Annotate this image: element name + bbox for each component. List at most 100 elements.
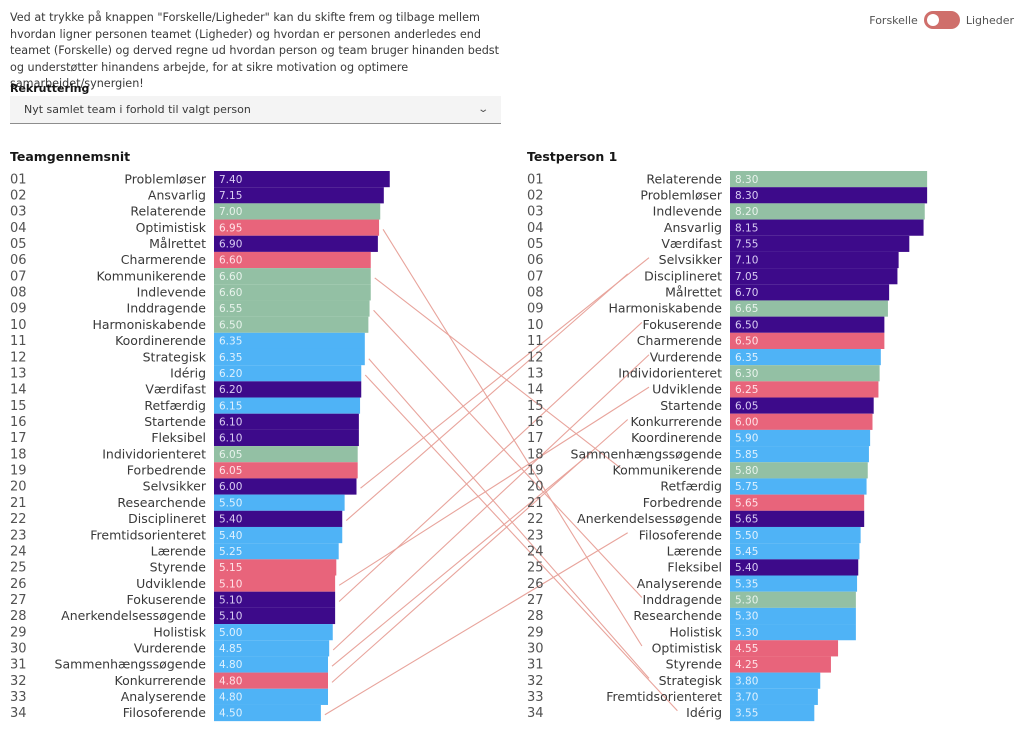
right-category-label: Researchende [633,608,722,623]
right-bar [730,624,856,641]
right-category-label: Optimistisk [652,641,723,656]
left-category-label: Harmoniskabende [92,317,206,332]
left-bar-value-label: 6.60 [219,255,242,267]
right-bar-value-label: 8.30 [735,190,758,202]
left-rank-number: 02 [10,188,27,203]
left-bar [214,591,336,608]
left-rank-number: 22 [10,512,27,527]
right-bar-value-label: 5.80 [735,465,758,477]
left-bar-value-label: 6.50 [219,319,242,331]
right-bar-value-label: 5.30 [735,594,758,606]
right-bar-value-label: 3.70 [735,692,758,704]
right-bar [730,284,890,301]
right-bar-value-label: 3.80 [735,675,758,687]
left-bar [214,526,343,544]
left-rank-number: 18 [10,447,27,462]
left-bar-value-label: 7.40 [219,174,242,186]
left-rank-number: 28 [10,609,27,624]
dropdown-label: Rekruttering [10,82,90,95]
left-rank-number: 16 [10,415,27,430]
left-bar-value-label: 5.25 [219,546,242,558]
left-bar-value-label: 6.90 [219,239,242,251]
left-bar [214,348,365,366]
connector-line [374,277,621,469]
right-bar-value-label: 6.05 [735,400,758,412]
left-category-label: Ansvarlig [148,187,206,202]
right-bar-value-label: 5.30 [735,611,758,623]
connector-line [331,419,629,683]
left-bar-value-label: 5.10 [219,578,242,590]
left-bar-value-label: 5.10 [219,594,242,606]
left-category-label: Forbedrende [127,463,207,478]
right-rank-number: 10 [527,318,544,333]
right-bar [730,591,856,608]
right-rank-number: 32 [527,674,544,689]
intro-text: Ved at trykke på knappen "Forskelle/Ligh… [10,11,500,90]
right-category-label: Individorienteret [618,365,722,380]
right-bar-value-label: 7.10 [735,255,758,267]
right-rank-number: 16 [527,415,544,430]
left-bar-value-label: 6.55 [219,303,242,315]
left-bar-value-label: 6.00 [219,481,242,493]
right-bar [730,704,815,722]
left-bar-value-label: 5.15 [219,562,242,574]
dropdown-selected-value: Nyt samlet team i forhold til valgt pers… [24,103,251,116]
rekruttering-dropdown[interactable]: Nyt samlet team i forhold til valgt pers… [10,96,501,124]
right-category-label: Kommunikerende [613,463,723,478]
right-chart-title: Testperson 1 [527,149,618,164]
left-category-label: Lærende [151,543,207,558]
connector-line [364,374,678,712]
left-bar-value-label: 6.05 [219,449,242,461]
left-bar [214,187,384,204]
left-rank-number: 14 [10,383,27,398]
right-bar [730,332,885,349]
forskelle-ligheder-toggle[interactable] [923,11,960,29]
left-category-label: Kommunikerende [97,268,207,283]
right-rank-number: 26 [527,577,544,592]
right-bar [730,559,859,576]
right-bar [730,494,865,511]
right-category-label: Charmerende [637,333,723,348]
left-bar [214,446,358,463]
left-bar [214,688,328,705]
right-category-label: Vurderende [650,349,723,364]
right-rank-number: 18 [527,447,544,462]
left-category-label: Værdifast [145,382,206,397]
left-rank-number: 24 [10,544,27,559]
left-bar [214,672,328,689]
right-bar-value-label: 6.35 [735,352,758,364]
right-category-label: Idérig [686,705,722,720]
right-rank-number: 33 [527,690,544,705]
left-bar-value-label: 6.05 [219,465,242,477]
right-rank-number: 21 [527,496,544,511]
right-bar [730,478,867,495]
right-bar-value-label: 5.50 [735,530,758,542]
left-category-label: Fleksibel [151,430,206,445]
left-category-label: Strategisk [143,349,207,364]
right-bar [730,510,865,527]
left-bar [214,284,371,301]
right-rank-number: 03 [527,205,544,220]
right-bar [730,348,881,366]
left-bar [214,171,390,188]
left-category-label: Holistisk [153,624,206,639]
right-bar-value-label: 6.25 [735,384,758,396]
left-bar-value-label: 5.40 [219,514,242,526]
right-bar [730,381,879,398]
left-category-label: Relaterende [130,204,206,219]
right-bar-value-label: 5.65 [735,514,758,526]
right-bar-value-label: 4.25 [735,659,758,671]
connector-line [382,229,643,647]
left-rank-number: 07 [10,269,27,284]
left-bar-chart: 01 Problemløser 7.40 02 Ansvarlig 7.15 03 Relat… [10,171,390,721]
left-category-label: Styrende [150,560,207,575]
right-bar-value-label: 6.00 [735,417,758,429]
left-rank-number: 25 [10,561,27,576]
right-bar [730,171,928,188]
right-category-label: Udviklende [652,382,722,397]
left-rank-number: 08 [10,286,27,301]
right-rank-number: 31 [527,658,544,673]
right-bar [730,413,873,430]
right-category-label: Lærende [667,543,723,558]
left-category-label: Konkurrerende [115,673,207,688]
